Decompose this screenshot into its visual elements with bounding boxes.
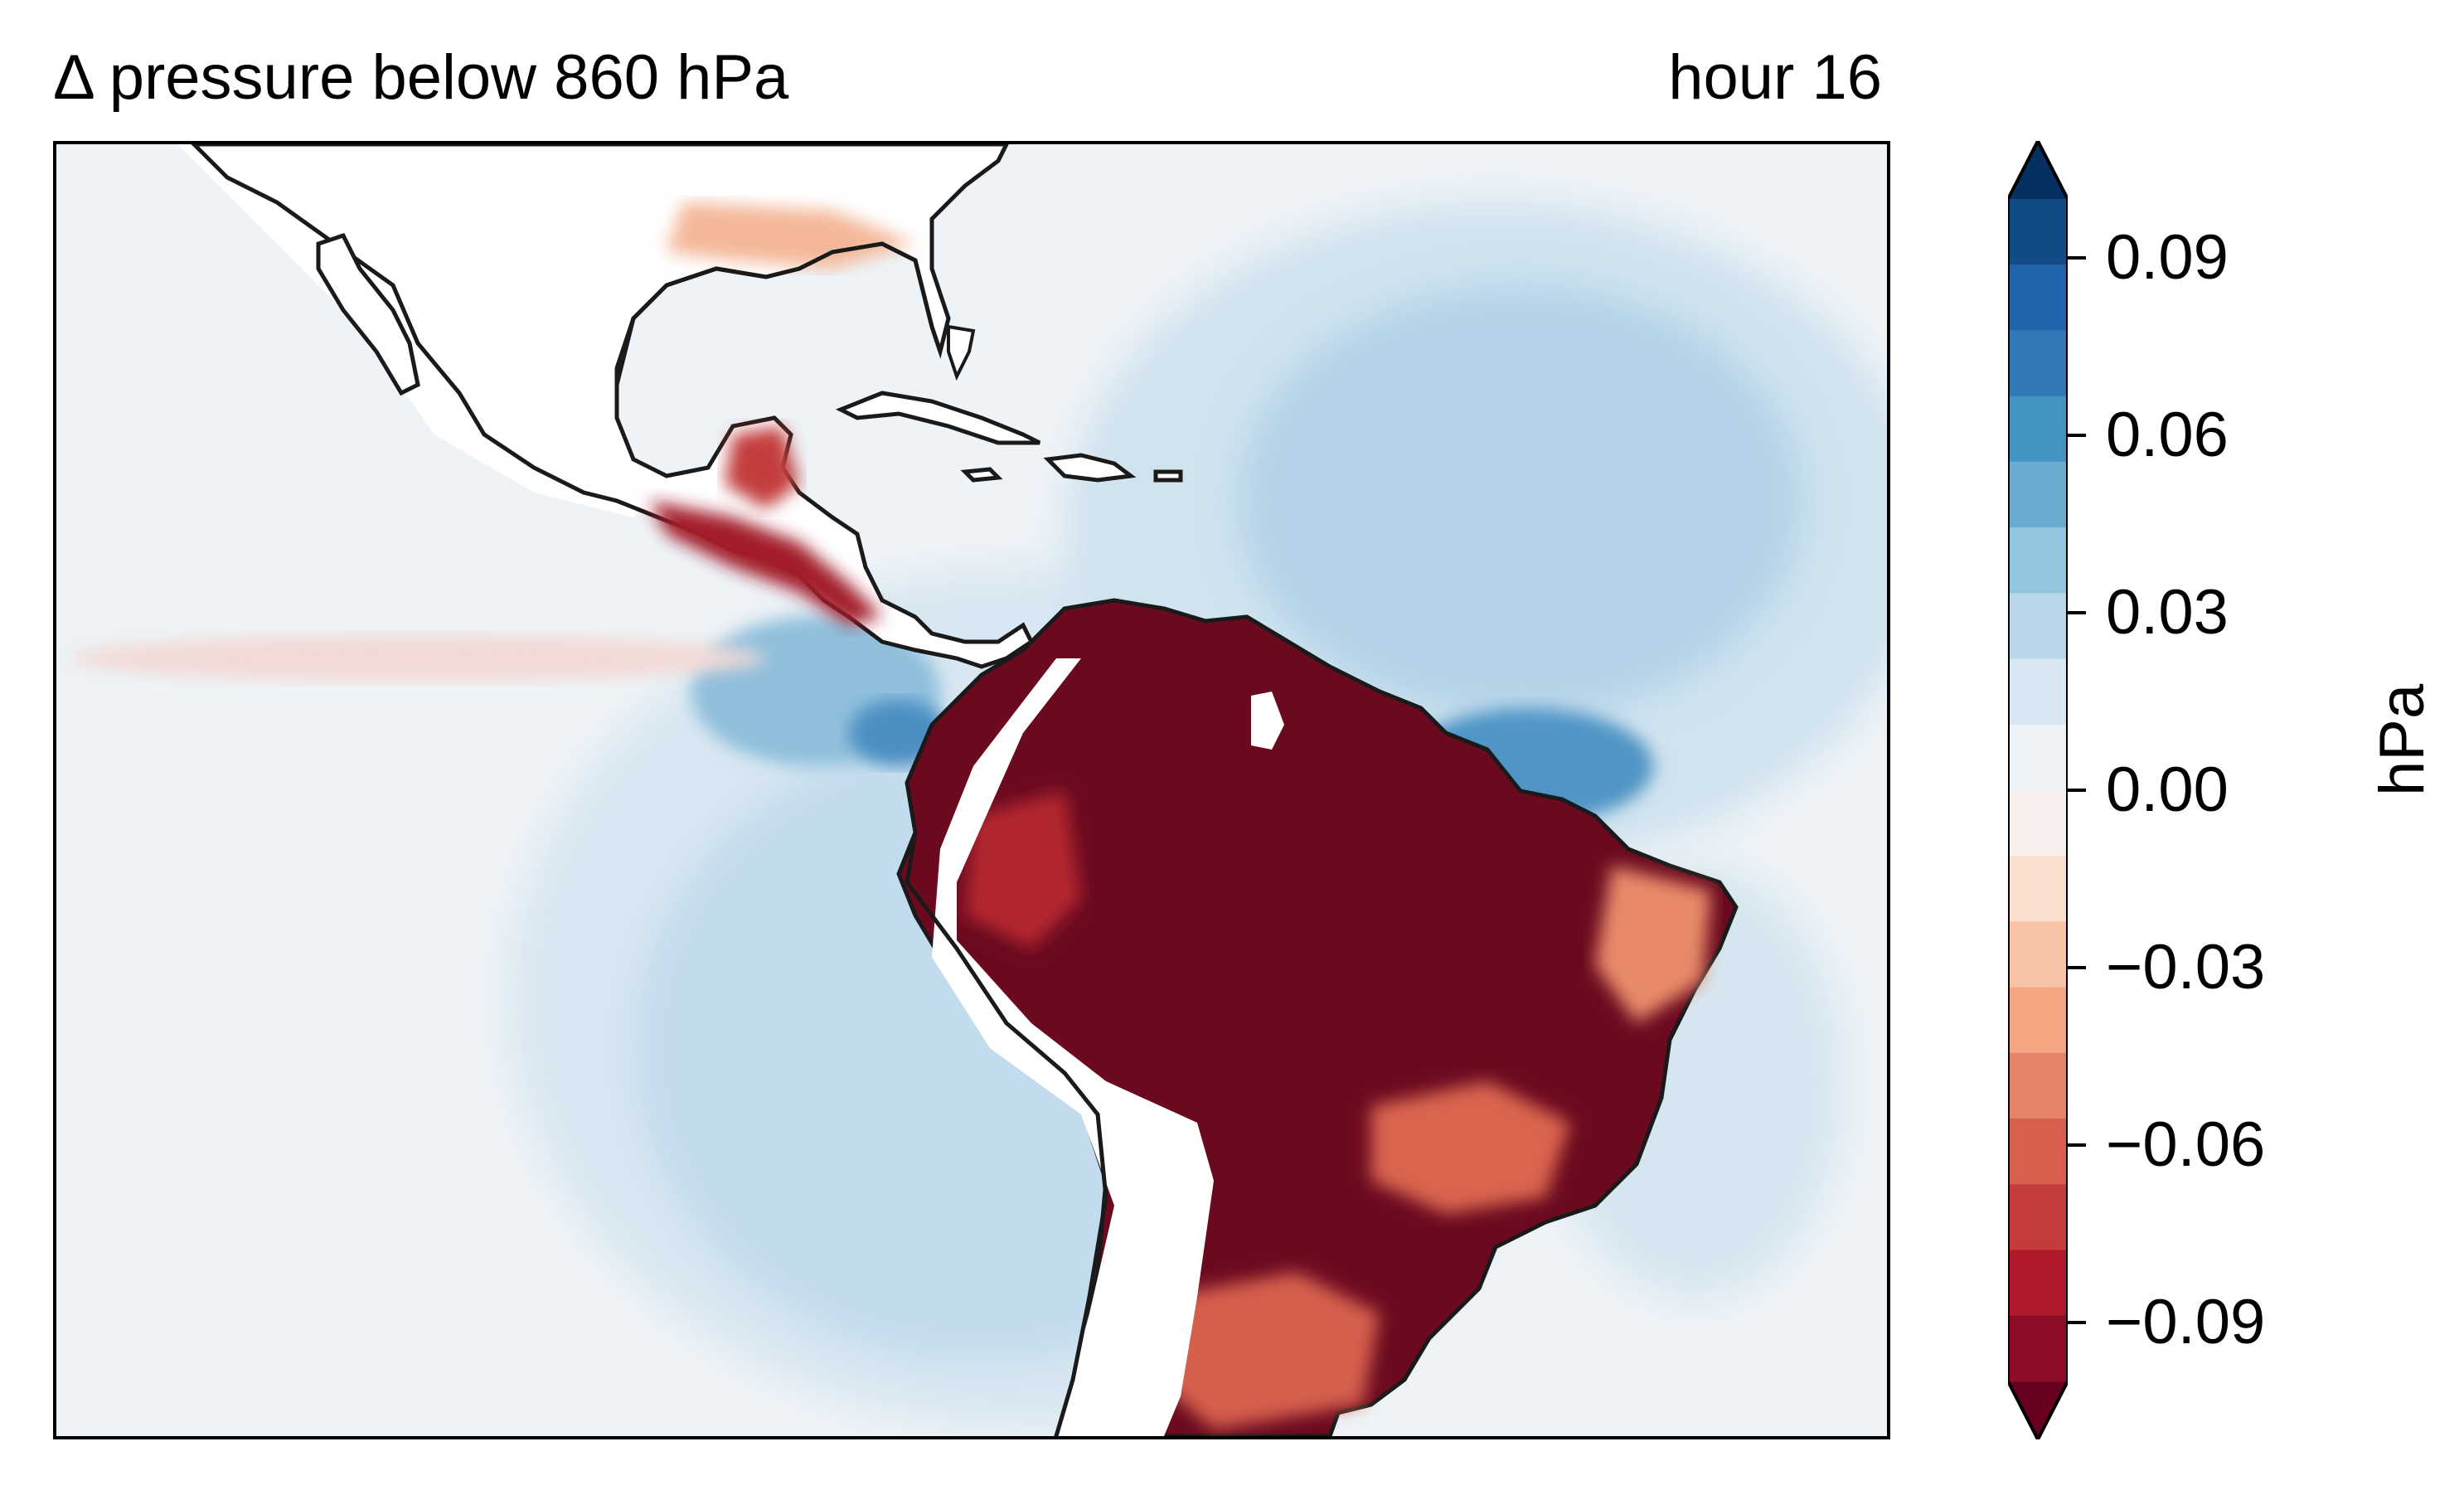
land-cuba — [835, 391, 1041, 445]
colorbar-tick — [2068, 965, 2086, 969]
colorbar-segment — [2008, 856, 2068, 923]
colorbar-tick — [2068, 789, 2086, 792]
colorbar-tick-label: 0.00 — [2106, 755, 2229, 825]
colorbar-tick — [2068, 611, 2086, 615]
colorbar-segment — [2008, 1184, 2068, 1251]
colorbar-segment — [2008, 199, 2068, 265]
land-puerto-rico — [1153, 469, 1183, 483]
map-title: Δ pressure below 860 hPa — [53, 42, 789, 113]
colorbar-extend-min — [2008, 1381, 2068, 1439]
colorbar-tick-label: 0.03 — [2106, 577, 2229, 648]
colorbar-tick-label: −0.03 — [2106, 931, 2266, 1002]
colorbar-segment — [2008, 265, 2068, 332]
coastline-gulf-of-mexico — [614, 241, 943, 386]
colorbar-segment — [2008, 987, 2068, 1054]
land-hispaniola — [1043, 453, 1137, 483]
ocean-positive-anomaly-atlantic-core — [1239, 285, 1802, 716]
masked-terrain-andes-overlay — [932, 658, 1214, 1436]
colorbar-extend-max — [2008, 141, 2068, 199]
colorbar-segment — [2008, 1119, 2068, 1185]
colorbar-tick-label: −0.06 — [2106, 1109, 2266, 1180]
map-panel — [53, 141, 1890, 1439]
colorbar-segment — [2008, 658, 2068, 726]
colorbar-segment — [2008, 724, 2068, 791]
land-us-gulf-anomaly — [667, 202, 915, 269]
colorbar — [2006, 137, 2069, 1444]
land-south-america-warm-patch-west — [965, 791, 1081, 949]
land-south-america-warm-patch-southeast — [1371, 1081, 1570, 1214]
colorbar-tick-label: 0.09 — [2106, 222, 2229, 294]
colorbar-segment — [2008, 330, 2068, 397]
time-label: hour 16 — [1668, 42, 1882, 113]
land-baja-california — [316, 232, 420, 396]
colorbar-tick — [2068, 434, 2086, 438]
land-central-america-anomaly — [650, 501, 882, 625]
land-yucatan-anomaly — [725, 426, 799, 509]
colorbar-tick-label: 0.06 — [2106, 400, 2229, 471]
land-south-america-warm-patch-east — [1595, 866, 1711, 1023]
colorbar-segment — [2008, 1052, 2068, 1119]
colorbar-segment — [2008, 921, 2068, 988]
colorbar-segment — [2008, 527, 2068, 594]
colorbar-label: hPa — [2367, 683, 2437, 796]
colorbar-segment — [2008, 790, 2068, 857]
colorbar-graphic — [2006, 137, 2069, 1444]
colorbar-segment — [2008, 461, 2068, 528]
colorbar-segment — [2008, 1250, 2068, 1317]
colorbar-segment — [2008, 593, 2068, 660]
colorbar-tick-label: −0.09 — [2106, 1286, 2266, 1357]
colorbar-segment — [2008, 1315, 2068, 1382]
land-south-america-warm-patch-south — [1156, 1272, 1380, 1429]
land-jamaica — [960, 467, 1003, 483]
colorbar-segment — [2008, 396, 2068, 463]
masked-terrain-guiana-highlands — [1251, 692, 1284, 750]
coastline-pacific-south-america — [905, 832, 1108, 1436]
land-bahamas — [947, 324, 976, 381]
colorbar-tick — [2068, 256, 2086, 260]
colorbar-tick — [2068, 1143, 2086, 1147]
colorbar-tick — [2068, 1320, 2086, 1324]
ocean-mixed-anomaly-pacific-band — [70, 635, 766, 682]
